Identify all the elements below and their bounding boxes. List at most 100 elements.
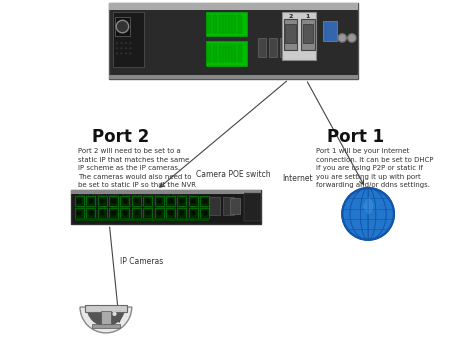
- Bar: [219, 15, 224, 33]
- Wedge shape: [80, 307, 132, 333]
- Circle shape: [348, 34, 356, 42]
- Bar: [109, 3, 358, 79]
- Bar: [155, 196, 164, 206]
- Bar: [122, 210, 128, 216]
- Bar: [219, 44, 224, 62]
- Wedge shape: [87, 307, 125, 326]
- Bar: [155, 208, 164, 218]
- Bar: [122, 198, 128, 204]
- Bar: [269, 38, 277, 57]
- Bar: [207, 44, 211, 62]
- Bar: [88, 198, 94, 204]
- Bar: [210, 197, 220, 215]
- Bar: [201, 210, 208, 216]
- Bar: [75, 196, 84, 206]
- Bar: [201, 198, 208, 204]
- Bar: [244, 198, 254, 214]
- Circle shape: [120, 47, 122, 49]
- Bar: [190, 198, 196, 204]
- Wedge shape: [363, 197, 374, 215]
- Text: Camera POE switch: Camera POE switch: [196, 170, 270, 179]
- Bar: [207, 15, 211, 33]
- Bar: [86, 208, 95, 218]
- Bar: [120, 196, 129, 206]
- Bar: [85, 305, 127, 312]
- Bar: [101, 311, 111, 325]
- Bar: [143, 208, 152, 218]
- Bar: [109, 208, 118, 218]
- Bar: [72, 190, 261, 224]
- Bar: [230, 198, 240, 214]
- Bar: [200, 208, 209, 218]
- Text: IP Cameras: IP Cameras: [120, 257, 163, 266]
- Bar: [282, 12, 316, 60]
- Circle shape: [112, 312, 117, 316]
- Bar: [167, 198, 173, 204]
- Bar: [200, 196, 209, 206]
- Bar: [323, 21, 337, 41]
- Circle shape: [116, 42, 118, 44]
- Text: 2: 2: [288, 14, 292, 19]
- Bar: [244, 193, 261, 221]
- Text: 1: 1: [306, 14, 310, 19]
- Bar: [99, 210, 105, 216]
- Bar: [72, 190, 261, 194]
- Bar: [206, 12, 247, 36]
- Text: Port 1 will be your internet
connection. It can be set to DHCP
if you are using : Port 1 will be your internet connection.…: [316, 148, 434, 188]
- Bar: [143, 196, 152, 206]
- Bar: [75, 208, 84, 218]
- Bar: [167, 210, 173, 216]
- Bar: [76, 198, 82, 204]
- Bar: [285, 24, 296, 43]
- Bar: [179, 198, 185, 204]
- Circle shape: [129, 42, 131, 44]
- Bar: [280, 38, 288, 57]
- Bar: [177, 208, 186, 218]
- Bar: [109, 3, 358, 10]
- Text: Internet: Internet: [282, 174, 312, 183]
- Bar: [213, 44, 218, 62]
- Bar: [99, 198, 105, 204]
- Bar: [76, 210, 82, 216]
- Bar: [291, 38, 300, 57]
- Bar: [156, 210, 162, 216]
- Bar: [166, 208, 175, 218]
- Circle shape: [129, 52, 131, 55]
- Bar: [120, 208, 129, 218]
- Circle shape: [116, 52, 118, 55]
- Bar: [145, 198, 151, 204]
- Bar: [109, 196, 118, 206]
- Text: Port 2 will need to be set to a
static IP that matches the same
IP scheme as the: Port 2 will need to be set to a static I…: [78, 148, 196, 197]
- Bar: [109, 75, 358, 79]
- Bar: [133, 210, 139, 216]
- Bar: [92, 324, 120, 328]
- Bar: [237, 15, 242, 33]
- Bar: [113, 12, 144, 67]
- Circle shape: [129, 47, 131, 49]
- Bar: [177, 196, 186, 206]
- Bar: [237, 44, 242, 62]
- Bar: [132, 196, 141, 206]
- Bar: [110, 198, 117, 204]
- Circle shape: [116, 20, 128, 33]
- Bar: [231, 44, 236, 62]
- Bar: [98, 196, 107, 206]
- Bar: [225, 15, 230, 33]
- Bar: [225, 44, 230, 62]
- Bar: [283, 19, 297, 50]
- Bar: [189, 208, 198, 218]
- Bar: [133, 198, 139, 204]
- Bar: [75, 218, 210, 221]
- Bar: [86, 196, 95, 206]
- Bar: [145, 210, 151, 216]
- Bar: [166, 196, 175, 206]
- Circle shape: [125, 52, 127, 55]
- Circle shape: [116, 47, 118, 49]
- Bar: [190, 210, 196, 216]
- Bar: [206, 41, 247, 66]
- Circle shape: [120, 52, 122, 55]
- Bar: [302, 24, 313, 43]
- Circle shape: [125, 47, 127, 49]
- Bar: [223, 197, 234, 215]
- Bar: [88, 210, 94, 216]
